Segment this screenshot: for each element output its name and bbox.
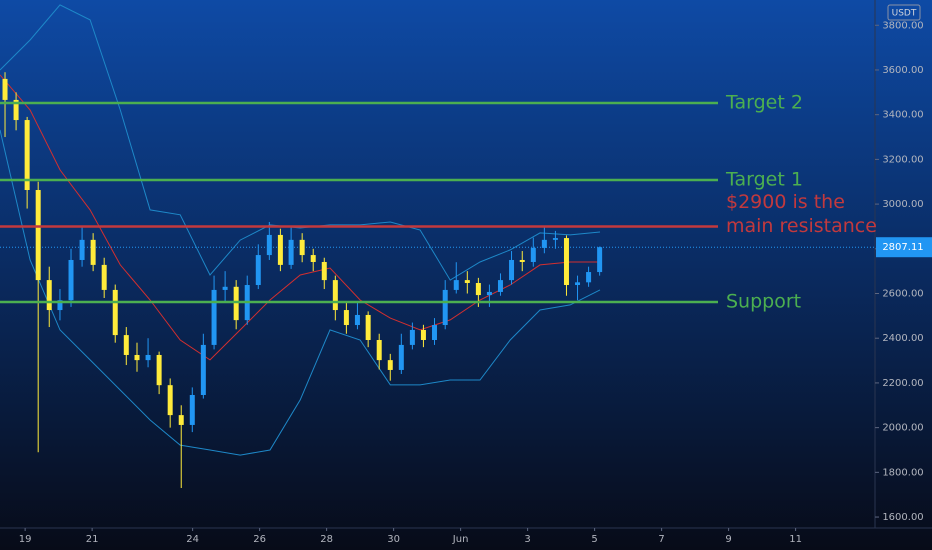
- x-tick-label: 21: [86, 534, 99, 545]
- candle-body: [167, 385, 173, 416]
- last-price-box: [876, 237, 932, 258]
- candle-body: [189, 394, 195, 425]
- candle-body: [497, 280, 503, 292]
- candle-body: [134, 354, 140, 361]
- candle-body: [156, 354, 162, 386]
- x-tick-label: 19: [19, 534, 32, 545]
- candle-body: [387, 360, 393, 370]
- candle-body: [398, 344, 404, 370]
- candle-body: [486, 291, 492, 296]
- candle-body: [211, 289, 217, 345]
- candle-body: [145, 354, 151, 361]
- band-upper: [0, 4, 601, 281]
- candle-body: [552, 238, 558, 240]
- candle-body: [343, 310, 349, 326]
- level-label: Target 1: [725, 168, 803, 190]
- candle-body: [541, 239, 547, 248]
- y-tick-label: 3600.00: [882, 65, 923, 76]
- currency-box: [887, 4, 921, 21]
- currency: USDT: [892, 9, 917, 19]
- candle-body: [68, 259, 74, 301]
- y-tick-label: 3800.00: [882, 20, 923, 31]
- candle-body: [575, 282, 581, 286]
- candle-body: [277, 234, 283, 265]
- candle-body: [332, 280, 338, 311]
- candle-body: [354, 314, 360, 326]
- x-tick-label: 28: [320, 534, 333, 545]
- candle-body: [431, 325, 437, 341]
- x-tick-label: 5: [591, 534, 597, 545]
- x-tick-label: 7: [658, 534, 664, 545]
- candle-body: [453, 280, 459, 290]
- level-label: main resistance: [726, 215, 877, 237]
- y-tick-label: 2200.00: [882, 378, 923, 389]
- y-tick-label: 1800.00: [882, 467, 923, 478]
- last-price-label: 2807.11: [882, 242, 923, 253]
- x-tick-label: 26: [253, 534, 266, 545]
- candle-body: [101, 264, 107, 290]
- candle-body: [442, 289, 448, 326]
- y-tick-label: 2400.00: [882, 333, 923, 344]
- candle-body: [530, 247, 536, 262]
- candle-body: [46, 280, 52, 311]
- x-tick-label: 11: [789, 534, 802, 545]
- x-tick-label: Jun: [452, 534, 469, 545]
- candle-body: [112, 289, 118, 336]
- candle-body: [233, 286, 239, 321]
- band-lower: [0, 129, 601, 456]
- candle-body: [123, 335, 129, 355]
- candle-body: [79, 239, 85, 260]
- candle-body: [420, 329, 426, 341]
- candle-body: [563, 238, 569, 286]
- level-label: Support: [726, 291, 801, 313]
- candle-body: [299, 239, 305, 256]
- candle-body: [255, 255, 261, 286]
- y-tick-label: 2000.00: [882, 423, 923, 434]
- candle-body: [2, 78, 8, 100]
- candle-body: [519, 259, 525, 262]
- x-tick-label: 24: [186, 534, 199, 545]
- candle-body: [464, 280, 470, 284]
- candle-body: [586, 272, 592, 283]
- candle-body: [597, 247, 603, 273]
- level-label: Target 2: [725, 92, 803, 114]
- candle-body: [35, 190, 41, 281]
- y-tick-label: 3400.00: [882, 110, 923, 121]
- candle-body: [475, 283, 481, 296]
- x-tick-label: 3: [524, 534, 530, 545]
- candle-body: [13, 99, 19, 121]
- level-label: $2900 is the: [726, 191, 845, 213]
- candle-body: [288, 239, 294, 265]
- x-tick-label: 9: [725, 534, 731, 545]
- candle-body: [409, 329, 415, 345]
- candle-body: [310, 255, 316, 262]
- candle-body: [266, 234, 272, 256]
- y-tick-label: 3000.00: [882, 199, 923, 210]
- candle-body: [376, 340, 382, 361]
- candle-body: [222, 286, 228, 290]
- y-tick-label: 3200.00: [882, 154, 923, 165]
- candle-body: [321, 261, 327, 281]
- candle-body: [365, 314, 371, 341]
- y-tick-label: 1600.00: [882, 512, 923, 523]
- y-tick-label: 2600.00: [882, 289, 923, 300]
- candle-body: [90, 239, 96, 265]
- candle-body: [178, 415, 184, 425]
- candle-body: [200, 344, 206, 395]
- candle-body: [57, 300, 63, 311]
- candle-body: [509, 259, 515, 281]
- candle-body: [24, 120, 30, 191]
- x-tick-label: 30: [387, 534, 400, 545]
